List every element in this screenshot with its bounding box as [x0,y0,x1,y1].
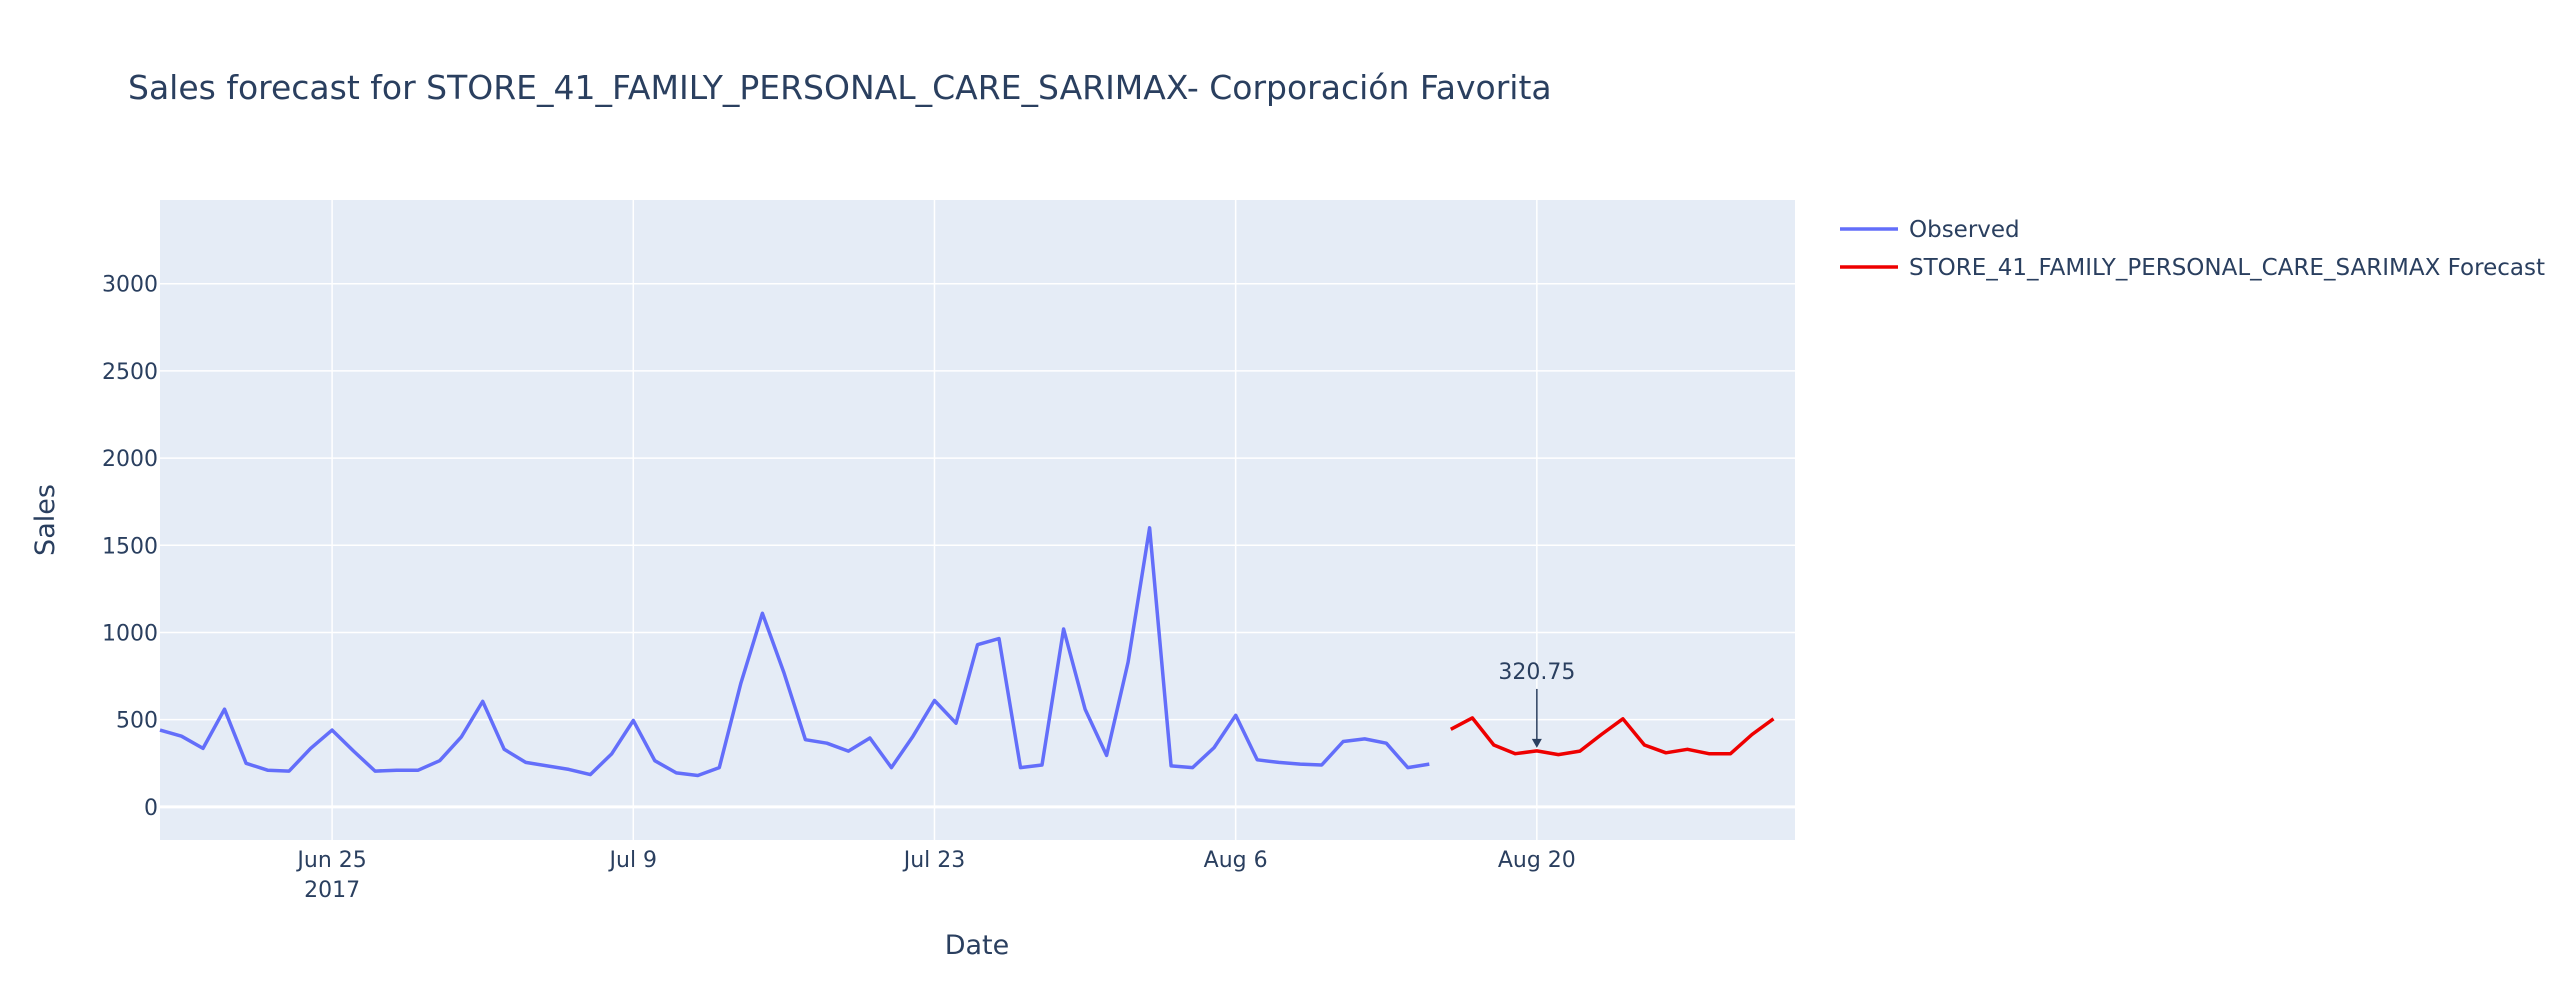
x-axis-title: Date [945,930,1010,961]
x-tick-label: Jul 9 [608,848,658,873]
series-line-0 [159,526,1430,778]
legend-label-0: Observed [1909,217,2020,243]
y-tick-label: 2000 [102,447,158,472]
annotations: 320.75 [1498,660,1575,748]
y-tick-label: 2500 [102,360,158,385]
x-tick-label: Aug 20 [1498,848,1576,873]
legend: Observed STORE_41_FAMILY_PERSONAL_CARE_SA… [1840,217,2545,281]
x-axis-ticks: Jun 25 2017 Jul 9 Jul 23 Aug 6 Aug 20 [295,848,1575,903]
annotation-arrowhead [1531,738,1542,748]
plot-area [160,200,1795,840]
y-tick-label: 0 [144,796,158,821]
y-tick-label: 1000 [102,621,158,646]
x-tick-label: Jul 23 [902,848,966,873]
series-line-1 [1449,716,1775,757]
x-tick-sublabel: 2017 [304,878,360,903]
y-axis-ticks: 0 500 1000 1500 2000 2500 3000 [102,273,158,821]
y-tick-label: 3000 [102,273,158,298]
legend-label-1: STORE_41_FAMILY_PERSONAL_CARE_SARIMAX Fo… [1909,255,2545,281]
x-tick-label: Jun 25 [295,848,366,873]
grid-lines [160,200,1795,840]
x-tick-label: Aug 6 [1204,848,1268,873]
y-tick-label: 500 [116,709,158,734]
y-tick-label: 1500 [102,534,158,559]
y-axis-title: Sales [30,484,61,556]
chart-title: Sales forecast for STORE_41_FAMILY_PERSO… [128,68,1552,107]
annotation-label: 320.75 [1498,660,1575,685]
series-lines [159,526,1775,778]
